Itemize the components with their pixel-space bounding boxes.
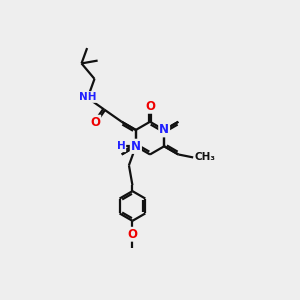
Text: O: O: [145, 100, 155, 113]
Text: NH: NH: [79, 92, 96, 102]
Text: N: N: [131, 140, 141, 153]
Text: O: O: [90, 116, 100, 129]
Text: N: N: [131, 140, 141, 153]
Text: CH₃: CH₃: [195, 152, 216, 162]
Text: O: O: [128, 228, 137, 241]
Text: N: N: [159, 123, 169, 136]
Text: H: H: [117, 141, 125, 151]
